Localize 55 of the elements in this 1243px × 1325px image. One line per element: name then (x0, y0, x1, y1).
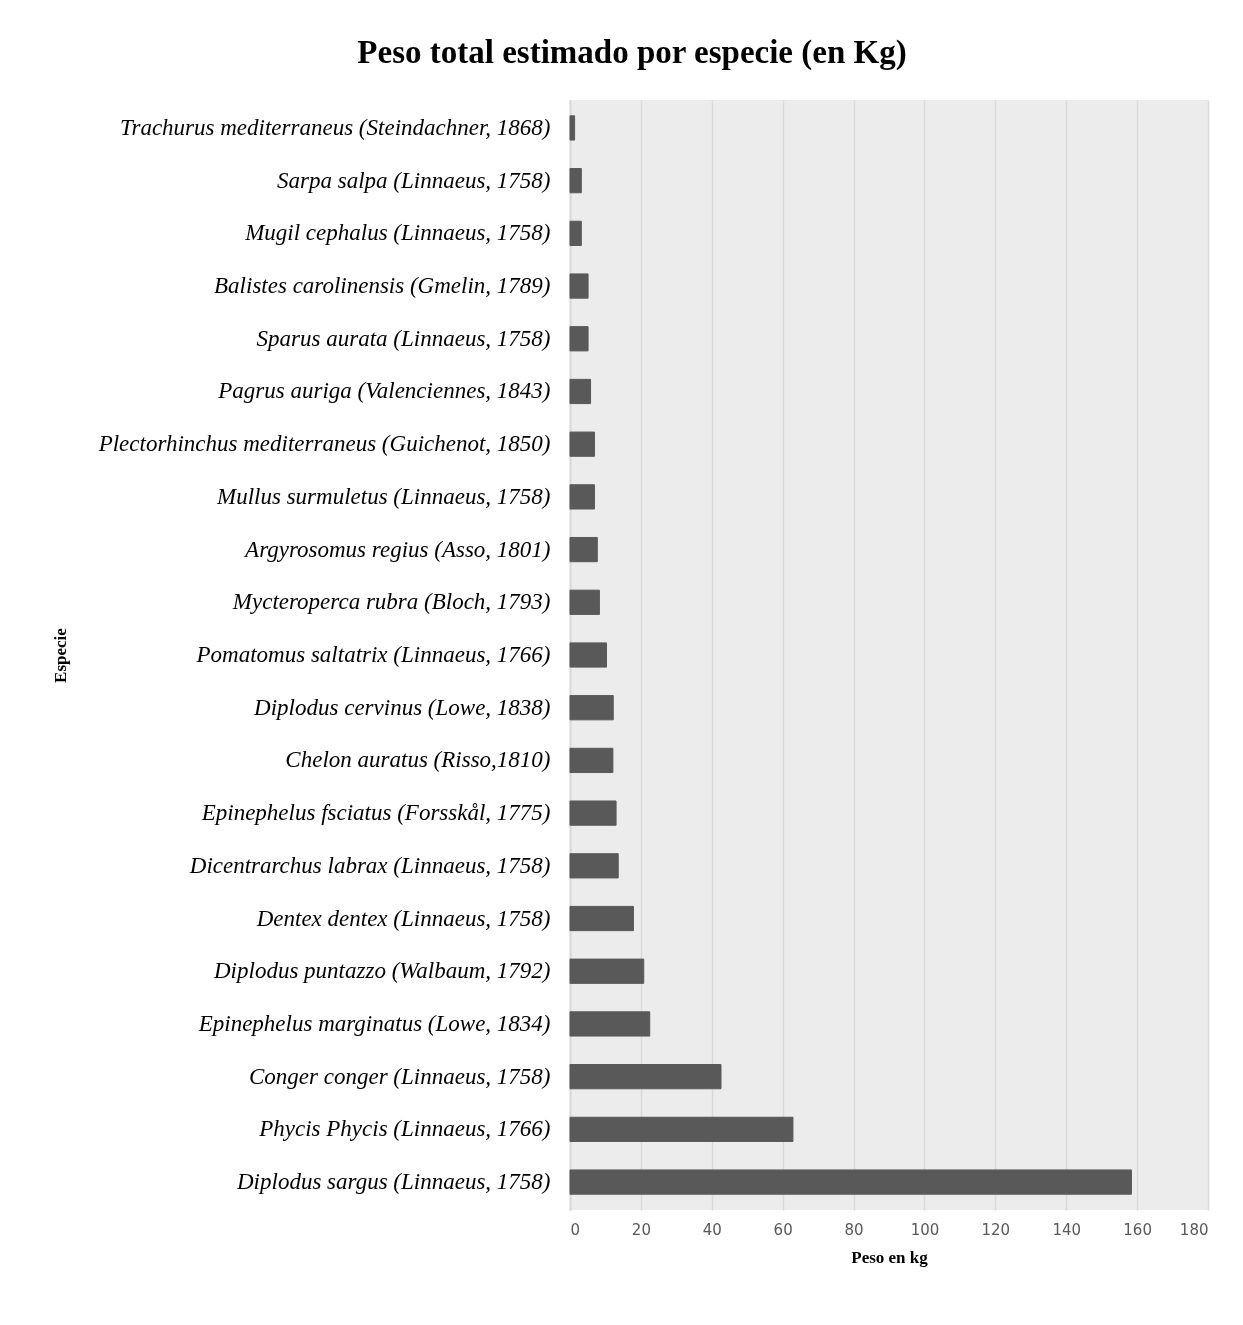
x-tick-label: 140 (1052, 1220, 1082, 1239)
bar (569, 800, 617, 826)
y-tick-label: Diplodus sargus (Linnaeus, 1758) (236, 1169, 551, 1195)
bar (569, 589, 600, 615)
y-tick-label: Sarpa salpa (Linnaeus, 1758) (277, 167, 551, 193)
y-tick-label: Chelon auratus (Risso,1810) (285, 747, 551, 773)
bar (569, 220, 582, 246)
y-tick-label: Balistes carolinensis (Gmelin, 1789) (214, 273, 551, 299)
y-tick-label: Argyrosomus regius (Asso, 1801) (243, 536, 551, 562)
y-tick-label: Plectorhinchus mediterraneus (Guichenot, 1850) (97, 431, 551, 457)
y-tick-label: Pagrus auriga (Valenciennes, 1843) (217, 378, 551, 404)
x-tick-label: 0 (570, 1220, 581, 1239)
y-tick-label: Dicentrarchus labrax (Linnaeus, 1758) (188, 852, 551, 878)
y-tick-label: Dentex dentex (Linnaeus, 1758) (255, 905, 551, 931)
y-tick-label: Trachurus mediterraneus (Steindachner, 1868) (119, 114, 551, 140)
y-axis-title: Especie (50, 627, 70, 683)
x-tick-label: 180 (1179, 1220, 1209, 1239)
x-tick-label: 60 (773, 1220, 793, 1239)
bar (569, 853, 619, 879)
y-tick-label: Epinephelus marginatus (Lowe, 1834) (197, 1010, 551, 1036)
bar (569, 378, 592, 405)
bar (569, 326, 589, 352)
x-tick-label: 100 (910, 1220, 940, 1239)
bar (569, 168, 582, 194)
x-tick-label: 80 (844, 1220, 864, 1239)
bar (569, 642, 608, 668)
bar (569, 1064, 722, 1090)
bar (569, 1011, 651, 1037)
bar (569, 1169, 1132, 1195)
bar (569, 484, 595, 510)
y-tick-label: Mullus surmuletus (Linnaeus, 1758) (216, 483, 551, 509)
x-axis-title: Peso en kg (851, 1247, 929, 1267)
y-tick-label: Epinephelus fsciatus (Forsskål, 1775) (200, 800, 551, 826)
bar (569, 747, 614, 774)
y-tick-label: Mycteroperca rubra (Bloch, 1793) (231, 589, 551, 615)
y-tick-label: Conger conger (Linnaeus, 1758) (248, 1063, 551, 1089)
bar (569, 115, 576, 141)
x-tick-label: 40 (702, 1220, 722, 1239)
y-tick-label: Phycis Phycis (Linnaeus, 1766) (258, 1116, 551, 1142)
bar (569, 695, 614, 721)
bar (569, 958, 645, 984)
x-tick-label: 120 (981, 1220, 1011, 1239)
bar (569, 431, 595, 457)
y-tick-label: Mugil cephalus (Linnaeus, 1758) (244, 220, 551, 246)
y-tick-label: Diplodus puntazzo (Walbaum, 1792) (213, 958, 551, 984)
y-tick-label: Pomatomus saltatrix (Linnaeus, 1766) (195, 642, 551, 667)
bar (569, 536, 598, 563)
bar (569, 1116, 794, 1142)
bar (569, 273, 589, 299)
x-tick-label: 20 (631, 1220, 651, 1239)
y-tick-label: Sparus aurata (Linnaeus, 1758) (256, 325, 551, 351)
y-tick-label: Diplodus cervinus (Lowe, 1838) (253, 694, 551, 720)
chart-title: Peso total estimado por especie (en Kg) (357, 34, 907, 71)
x-tick-label: 160 (1123, 1220, 1152, 1239)
bar (569, 905, 634, 932)
